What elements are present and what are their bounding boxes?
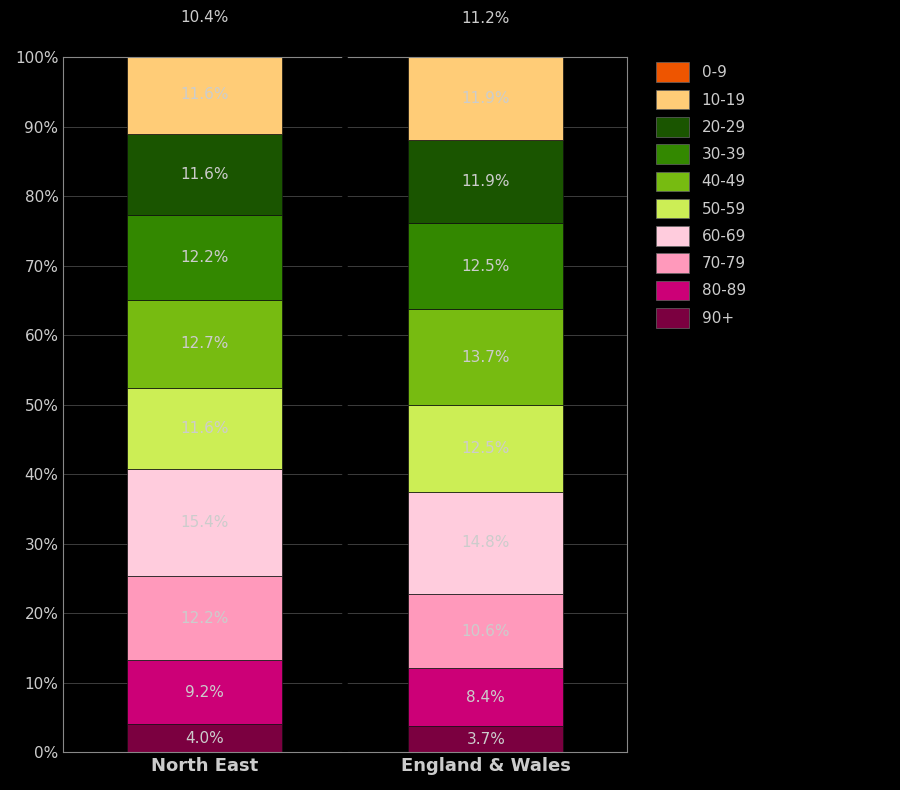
Text: 3.7%: 3.7% <box>466 732 505 747</box>
Text: 8.4%: 8.4% <box>466 690 505 705</box>
Text: 10.4%: 10.4% <box>180 10 229 25</box>
Text: 11.6%: 11.6% <box>180 421 229 436</box>
Bar <box>127 54 282 134</box>
Bar <box>409 310 563 404</box>
Bar <box>127 468 282 576</box>
Text: 4.0%: 4.0% <box>184 731 223 746</box>
Bar <box>409 140 563 223</box>
Bar <box>409 0 563 57</box>
Bar <box>409 594 563 668</box>
Legend: 0-9, 10-19, 20-29, 30-39, 40-49, 50-59, 60-69, 70-79, 80-89, 90+: 0-9, 10-19, 20-29, 30-39, 40-49, 50-59, … <box>651 58 751 332</box>
Text: 12.2%: 12.2% <box>180 250 229 265</box>
Text: 11.9%: 11.9% <box>462 174 510 189</box>
Text: 11.2%: 11.2% <box>462 11 510 26</box>
Text: 12.2%: 12.2% <box>180 611 229 626</box>
Bar <box>127 576 282 660</box>
Bar <box>127 724 282 752</box>
Text: 12.5%: 12.5% <box>462 258 510 273</box>
Text: 12.5%: 12.5% <box>462 441 510 456</box>
Bar <box>127 215 282 299</box>
Text: 11.6%: 11.6% <box>180 167 229 182</box>
Bar <box>127 134 282 215</box>
Bar <box>127 299 282 388</box>
Text: 14.8%: 14.8% <box>462 536 510 551</box>
Bar <box>409 668 563 727</box>
Text: 9.2%: 9.2% <box>184 685 223 700</box>
Bar <box>127 0 282 54</box>
Bar <box>409 223 563 310</box>
Bar <box>127 388 282 468</box>
Text: 15.4%: 15.4% <box>180 514 229 529</box>
Bar <box>409 727 563 752</box>
Bar <box>409 491 563 594</box>
Text: 13.7%: 13.7% <box>462 349 510 364</box>
Bar <box>409 57 563 140</box>
Text: 11.6%: 11.6% <box>180 87 229 101</box>
Bar <box>409 404 563 491</box>
Text: 11.9%: 11.9% <box>462 91 510 106</box>
Text: 12.7%: 12.7% <box>180 337 229 352</box>
Bar <box>127 660 282 724</box>
Text: 10.6%: 10.6% <box>462 624 510 638</box>
